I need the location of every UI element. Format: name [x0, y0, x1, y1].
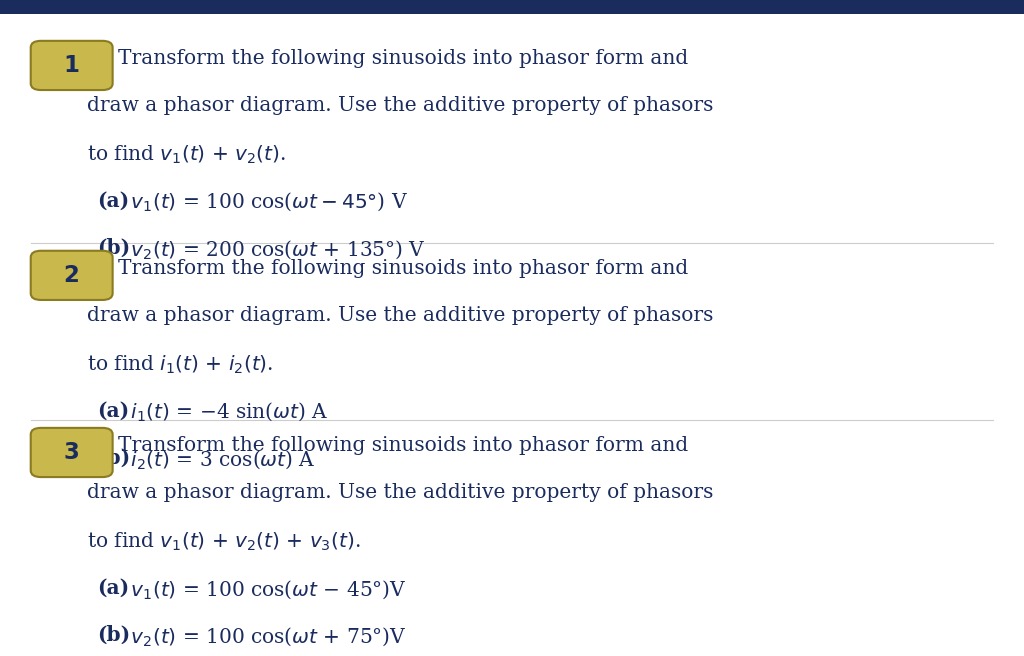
Text: 2: 2	[63, 264, 80, 287]
Text: (a): (a)	[97, 191, 129, 211]
Text: Transform the following sinusoids into phasor form and: Transform the following sinusoids into p…	[118, 436, 688, 455]
Text: to find $v_1(t)$ + $v_2(t)$.: to find $v_1(t)$ + $v_2(t)$.	[87, 144, 286, 166]
Text: (a): (a)	[97, 401, 129, 420]
Text: Transform the following sinusoids into phasor form and: Transform the following sinusoids into p…	[118, 259, 688, 278]
Text: (b): (b)	[97, 238, 130, 258]
FancyBboxPatch shape	[31, 41, 113, 90]
Text: $i_2(t)$ = 3 cos($\omega t$) A: $i_2(t)$ = 3 cos($\omega t$) A	[118, 448, 315, 470]
Text: draw a phasor diagram. Use the additive property of phasors: draw a phasor diagram. Use the additive …	[87, 306, 714, 325]
Text: (a): (a)	[97, 578, 129, 598]
Text: draw a phasor diagram. Use the additive property of phasors: draw a phasor diagram. Use the additive …	[87, 96, 714, 115]
Text: (b): (b)	[97, 448, 130, 468]
FancyBboxPatch shape	[31, 251, 113, 300]
Text: $v_1(t)$ = 100 cos($\omega t$ − 45°)V: $v_1(t)$ = 100 cos($\omega t$ − 45°)V	[118, 578, 407, 600]
Text: $v_2(t)$ = 200 cos($\omega t$ + 135°) V: $v_2(t)$ = 200 cos($\omega t$ + 135°) V	[118, 238, 426, 260]
Text: 1: 1	[63, 54, 80, 77]
Text: $i_1(t)$ = −4 sin($\omega t$) A: $i_1(t)$ = −4 sin($\omega t$) A	[118, 401, 329, 423]
FancyBboxPatch shape	[31, 428, 113, 477]
Text: to find $i_1(t)$ + $i_2(t)$.: to find $i_1(t)$ + $i_2(t)$.	[87, 354, 273, 376]
Text: $v_2(t)$ = 100 cos($\omega t$ + 75°)V: $v_2(t)$ = 100 cos($\omega t$ + 75°)V	[118, 625, 407, 647]
Text: $v_1(t)$ = 100 cos($\omega t−45°$) V: $v_1(t)$ = 100 cos($\omega t−45°$) V	[118, 191, 409, 213]
Text: (b): (b)	[97, 625, 130, 645]
Text: Transform the following sinusoids into phasor form and: Transform the following sinusoids into p…	[118, 49, 688, 68]
Text: 3: 3	[63, 441, 80, 464]
Bar	[0, 0, 1024, 14]
Text: to find $v_1(t)$ + $v_2(t)$ + $v_3(t)$.: to find $v_1(t)$ + $v_2(t)$ + $v_3(t)$.	[87, 531, 360, 553]
Text: draw a phasor diagram. Use the additive property of phasors: draw a phasor diagram. Use the additive …	[87, 483, 714, 502]
